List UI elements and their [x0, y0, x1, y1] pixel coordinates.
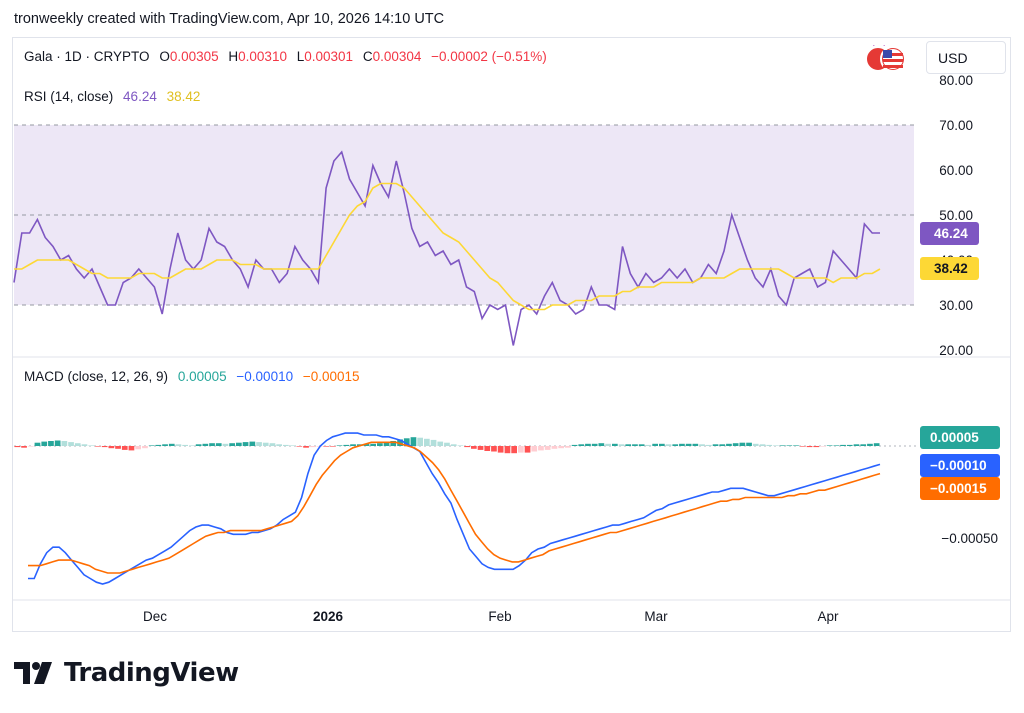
- high-value: 0.00310: [238, 49, 287, 64]
- brand-name: TradingView: [64, 658, 239, 688]
- us-flag-icon: [865, 45, 906, 72]
- macd-signal-value: −0.00015: [302, 369, 360, 384]
- currency-selector[interactable]: USD: [926, 41, 1006, 74]
- high-label: H: [228, 49, 239, 64]
- low-value: 0.00301: [304, 49, 354, 64]
- chart-frame: [12, 37, 1011, 632]
- rsi-title: RSI (14, close): [24, 89, 114, 104]
- open-value: 0.00305: [169, 49, 219, 64]
- rsi-legend[interactable]: RSI (14, close) 46.24 38.42: [24, 89, 206, 104]
- symbol-name[interactable]: Gala · 1D · CRYPTO: [24, 49, 150, 64]
- open-label: O: [159, 49, 170, 64]
- symbol-legend: Gala · 1D · CRYPTO O0.00305 H0.00310 L0.…: [24, 49, 553, 64]
- low-label: L: [296, 49, 305, 64]
- tradingview-logo-icon: [14, 662, 52, 684]
- close-label: C: [362, 49, 373, 64]
- macd-legend[interactable]: MACD (close, 12, 26, 9) 0.00005 −0.00010…: [24, 369, 366, 384]
- close-value: 0.00304: [372, 49, 422, 64]
- macd-line-value: −0.00010: [236, 369, 294, 384]
- rsi-value: 46.24: [123, 89, 157, 104]
- macd-title: MACD (close, 12, 26, 9): [24, 369, 169, 384]
- change-value: −0.00002 (−0.51%): [431, 49, 547, 64]
- chart-attribution: tronweekly created with TradingView.com,…: [14, 11, 445, 27]
- tradingview-logo: TradingView: [14, 658, 239, 688]
- rsi-ma-value: 38.42: [166, 89, 201, 104]
- macd-hist-value: 0.00005: [177, 369, 227, 384]
